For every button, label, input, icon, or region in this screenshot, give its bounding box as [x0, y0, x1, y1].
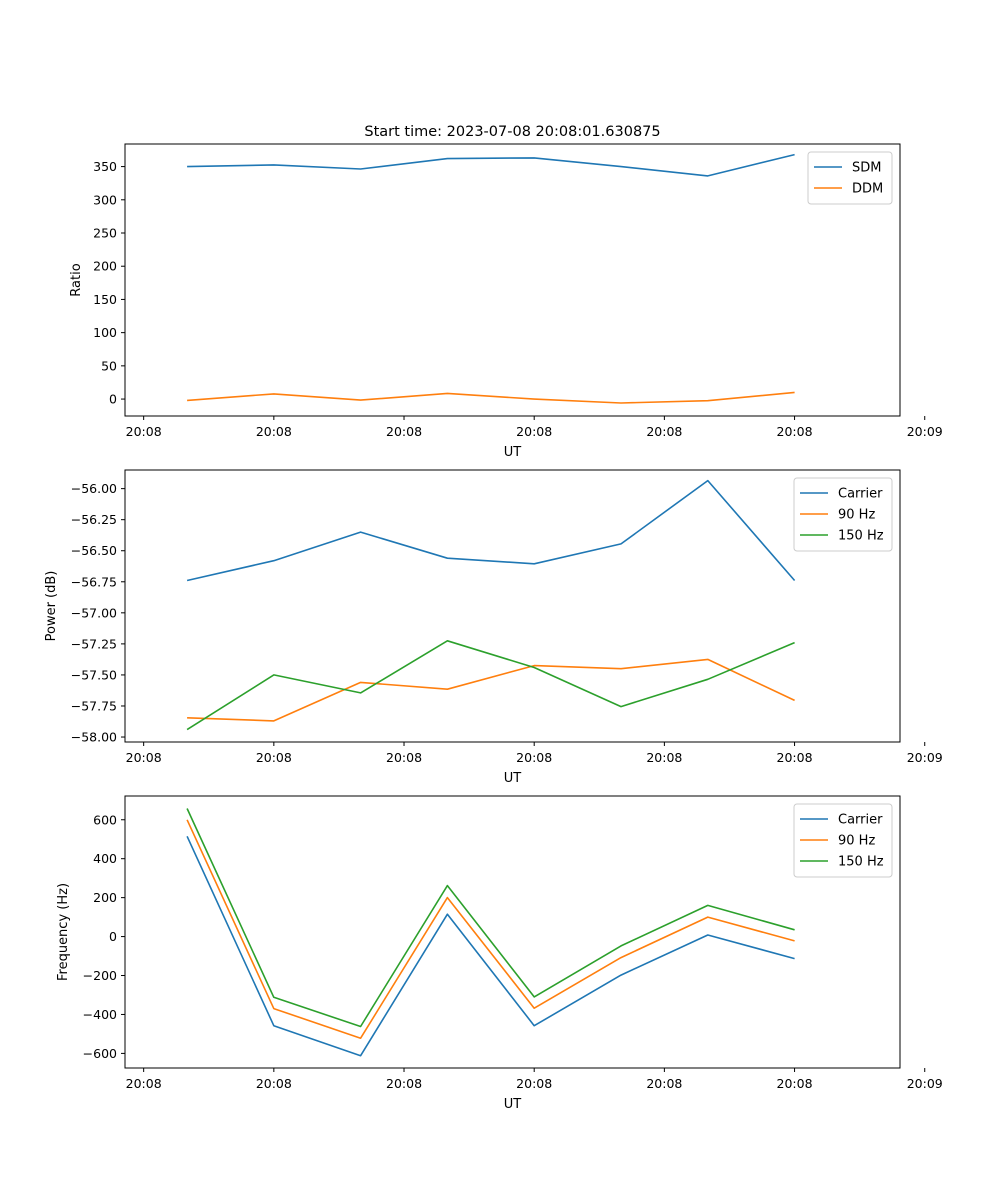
legend-label-power: Carrier	[838, 487, 883, 502]
x-tick-label-power: 20:08	[126, 750, 162, 765]
panel-frequency: 20:08 20:08 20:08 20:08 20:08 20:08 20:09 −600 −…	[56, 795, 943, 1112]
series-line-ratio-sdm	[187, 153, 795, 177]
legend-label-power: 150 Hz	[838, 529, 884, 544]
x-tick-label-ratio: 20:08	[386, 424, 422, 439]
series-line-ratio-ddm	[187, 391, 795, 404]
axes-frame-frequency	[124, 795, 901, 1069]
plot-layer-frequency: 20:08 20:08 20:08 20:08 20:08 20:08 20:09 −600 −…	[83, 803, 943, 1091]
x-tick-label-frequency: 20:08	[646, 1076, 682, 1091]
y-axis-label-ratio: Ratio	[69, 263, 84, 296]
legend-ratio: SDM DDM	[807, 151, 893, 205]
x-tick-label-power: 20:08	[777, 750, 813, 765]
series-line-power-carrier	[186, 479, 796, 582]
y-tick-label-frequency: −600	[83, 1046, 117, 1061]
x-tick-label-power: 20:08	[646, 750, 682, 765]
x-tick-label-frequency: 20:08	[126, 1076, 162, 1091]
axes-frame-ratio	[124, 143, 901, 417]
series-line-power-150-hz	[186, 639, 795, 731]
y-tick-label-power: −56.00	[71, 481, 117, 496]
y-tick-label-frequency: −200	[83, 968, 117, 983]
y-tick-label-frequency: 0	[109, 929, 117, 944]
legend-box-frequency	[793, 803, 893, 878]
legend-label-ratio: SDM	[852, 161, 881, 176]
panel-ratio: Start time: 2023-07-08 20:08:01.630875 2…	[69, 124, 943, 460]
plot-layer-ratio: 20:08 20:08 20:08 20:08 20:08 20:08 20:09 0 50 10…	[93, 151, 943, 439]
y-tick-label-ratio: 200	[93, 259, 117, 274]
x-tick-label-frequency: 20:08	[256, 1076, 292, 1091]
y-tick-label-power: −56.25	[71, 512, 117, 527]
x-tick-label-power: 20:08	[386, 750, 422, 765]
y-tick-label-power: −57.50	[71, 667, 117, 682]
x-tick-label-frequency: 20:08	[516, 1076, 552, 1091]
x-tick-label-power: 20:08	[256, 750, 292, 765]
x-tick-label-ratio: 20:08	[646, 424, 682, 439]
y-tick-label-power: −57.25	[71, 636, 117, 651]
figure-title: Start time: 2023-07-08 20:08:01.630875	[364, 124, 660, 140]
panel-power: 20:08 20:08 20:08 20:08 20:08 20:08 20:09 −58.0…	[44, 469, 943, 786]
y-tick-label-frequency: 400	[93, 851, 117, 866]
y-axis-label-power: Power (dB)	[44, 571, 59, 642]
legend-label-frequency: 90 Hz	[838, 834, 875, 849]
axes-frame-power	[124, 469, 901, 743]
x-tick-label-ratio: 20:09	[907, 424, 943, 439]
x-tick-label-frequency: 20:09	[907, 1076, 943, 1091]
x-tick-label-ratio: 20:08	[516, 424, 552, 439]
y-tick-label-ratio: 250	[93, 226, 117, 241]
x-tick-label-ratio: 20:08	[256, 424, 292, 439]
x-axis-label-frequency: UT	[504, 1097, 522, 1112]
y-tick-label-frequency: 600	[93, 812, 117, 827]
y-tick-label-ratio: 150	[93, 292, 117, 307]
y-tick-label-power: −57.00	[71, 605, 117, 620]
legend-power: Carrier 90 Hz 150 Hz	[793, 477, 893, 552]
x-tick-label-ratio: 20:08	[126, 424, 162, 439]
legend-box-power	[793, 477, 893, 552]
x-tick-label-frequency: 20:08	[777, 1076, 813, 1091]
legend-label-power: 90 Hz	[838, 508, 875, 523]
legend-label-frequency: 150 Hz	[838, 855, 884, 870]
x-tick-label-ratio: 20:08	[777, 424, 813, 439]
y-tick-label-ratio: 100	[93, 325, 117, 340]
plot-layer-power: 20:08 20:08 20:08 20:08 20:08 20:08 20:09 −58.0…	[71, 477, 943, 765]
y-axis-label-frequency: Frequency (Hz)	[56, 883, 71, 981]
y-tick-label-ratio: 50	[101, 358, 117, 373]
y-tick-label-ratio: 300	[93, 192, 117, 207]
series-line-power-90-hz	[187, 658, 795, 722]
y-tick-label-power: −56.50	[71, 543, 117, 558]
x-tick-label-power: 20:08	[516, 750, 552, 765]
x-tick-label-power: 20:09	[907, 750, 943, 765]
series-line-frequency-carrier	[186, 835, 795, 1057]
legend-label-ratio: DDM	[852, 182, 883, 197]
legend-label-frequency: Carrier	[838, 813, 883, 828]
y-tick-label-frequency: −400	[83, 1007, 117, 1022]
x-axis-label-power: UT	[504, 771, 522, 786]
legend-frequency: Carrier 90 Hz 150 Hz	[793, 803, 893, 878]
y-tick-label-power: −56.75	[71, 574, 117, 589]
x-tick-label-frequency: 20:08	[386, 1076, 422, 1091]
y-tick-label-ratio: 0	[109, 392, 117, 407]
series-line-frequency-90-hz	[186, 819, 795, 1039]
x-axis-label-ratio: UT	[504, 445, 522, 460]
y-tick-label-frequency: 200	[93, 890, 117, 905]
y-tick-label-ratio: 350	[93, 159, 117, 174]
series-line-frequency-150-hz	[186, 808, 795, 1028]
y-tick-label-power: −58.00	[71, 730, 117, 745]
legend-box-ratio	[807, 151, 893, 205]
y-tick-label-power: −57.75	[71, 698, 117, 713]
